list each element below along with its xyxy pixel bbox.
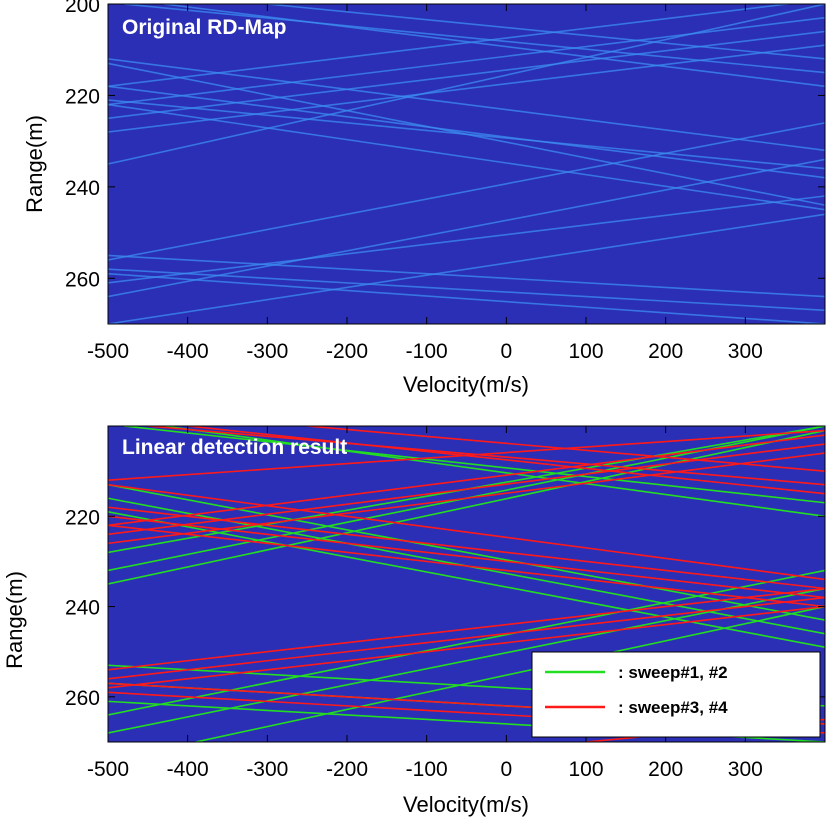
detection-series-1-line-2 [108,443,825,536]
rd-map-ticks: -500 -400 -300 -200 -100 0 100 200 300 200 220 240 2… [65,0,825,363]
rd-map-line-14 [108,268,825,312]
rd-map-x-axis-label: Velocity(m/s) [403,372,529,397]
rd-map-x-tick-label: -500 [87,340,129,363]
detection-series-0-line-12 [123,426,825,504]
detection-series-1-line-10 [108,605,825,689]
rd-map-line-15 [108,254,825,298]
detection-series-1-line-14 [187,426,825,495]
rd-map-y-tick-label: 240 [65,177,100,200]
detection-series-1-line-7 [108,483,825,581]
rd-map-lines [108,4,825,324]
detection-series-0-line-8 [195,605,825,742]
legend-label-sweep-1-2: : sweep#1, #2 [618,663,728,682]
detection-series-1-line-6 [108,524,825,608]
detection-x-tick-label: -300 [246,758,288,781]
rd-map-line-7 [108,103,825,211]
legend-label-sweep-3-4: : sweep#3, #4 [618,698,728,717]
detection-series-1-line-8 [108,587,825,671]
detection-series-0-line-2 [108,429,825,585]
detection-x-tick-label: 100 [568,758,603,781]
rd-map-y-tick-label: 220 [65,85,100,108]
detection-x-axis-label: Velocity(m/s) [403,792,529,817]
detection-x-tick-label: -500 [87,758,129,781]
rd-map-line-6 [108,85,825,179]
rd-map-line-8 [108,99,825,170]
rd-map-x-tick-label: 100 [568,340,603,363]
detection-series-1-line-4 [108,506,825,590]
rd-map-line-13 [108,213,825,324]
rd-map-frame [107,3,826,325]
detection-title: Linear detection result [122,436,347,459]
detection-x-tick-label: -400 [167,758,209,781]
detection-series-0-line-5 [108,510,825,648]
rd-map-x-tick-label: 300 [728,340,763,363]
detection-series-1-line-13 [147,426,825,486]
detection-series-1-line-9 [108,596,825,680]
detection-ticks: -500 -400 -300 -200 -100 0 100 200 300 220 240 260 [65,426,825,781]
detection-x-tick-label: 300 [728,758,763,781]
rd-map-line-1 [108,16,825,106]
rd-map-line-16 [108,272,825,324]
rd-map-line-11 [108,158,825,298]
detection-x-tick-label: -200 [326,758,368,781]
rd-map-x-tick-label: -400 [167,340,209,363]
detection-series-1-line-3 [108,452,825,545]
rd-map-line-4 [108,4,825,165]
rd-map-panel: -500 -400 -300 -200 -100 0 100 200 300 200 220 240 2… [22,0,826,397]
detection-x-tick-label: 0 [500,758,512,781]
detection-series-1-line-15 [307,426,825,472]
rd-map-line-12 [108,122,825,261]
rd-map-line-19 [267,4,825,60]
detection-frame [107,425,826,743]
detection-y-axis-label: Range(m) [2,571,27,669]
rd-map-y-axis-label: Range(m) [22,115,47,213]
rd-map-x-tick-label: -200 [326,340,368,363]
rd-map-line-9 [108,58,825,152]
detection-y-tick-label: 260 [65,687,100,710]
detection-x-tick-label: 200 [648,758,683,781]
detection-series-1-line-1 [108,434,825,527]
rd-map-line-18 [163,4,825,88]
rd-map-y-tick-label: 260 [65,268,100,291]
legend-box [531,651,821,738]
detection-y-tick-label: 220 [65,506,100,529]
detection-x-tick-label: -100 [406,758,448,781]
rd-map-background [108,4,825,324]
detection-series-0-line-13 [163,426,825,518]
detection-series-0-line-3 [108,483,825,621]
rd-map-line-17 [123,4,825,74]
rd-map-title: Original RD-Map [122,16,287,39]
rd-map-line-0 [108,4,794,88]
rd-map-x-tick-label: -100 [406,340,448,363]
detection-series-1-line-5 [108,515,825,599]
rd-map-line-3 [108,44,825,133]
rd-map-x-tick-label: -300 [246,340,288,363]
rd-map-y-tick-label: 200 [65,0,100,17]
rd-map-x-tick-label: 200 [648,340,683,363]
rd-map-line-2 [108,30,825,120]
detection-panel: -500 -400 -300 -200 -100 0 100 200 300220240260 … [2,425,826,817]
rd-map-line-10 [108,195,825,284]
rd-map-x-tick-label: 0 [500,340,512,363]
legend: : sweep#1, #2 : sweep#3, #4 [531,651,821,738]
detection-y-tick-label: 240 [65,597,100,620]
